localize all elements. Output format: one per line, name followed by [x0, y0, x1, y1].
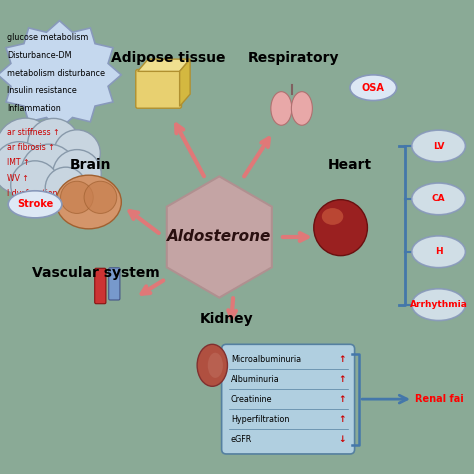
Text: ar fibrosis ↑: ar fibrosis ↑	[7, 143, 55, 152]
Text: metabolism disturbance: metabolism disturbance	[7, 69, 105, 78]
Ellipse shape	[412, 236, 465, 268]
Text: ↑: ↑	[338, 374, 345, 383]
Text: Renal fai: Renal fai	[415, 394, 464, 404]
Text: H: H	[435, 247, 442, 256]
Ellipse shape	[412, 130, 465, 162]
Ellipse shape	[292, 91, 312, 125]
Text: l dysfunction: l dysfunction	[7, 189, 57, 198]
Text: Hyperfiltration: Hyperfiltration	[231, 415, 289, 424]
Ellipse shape	[350, 75, 397, 100]
Circle shape	[54, 130, 100, 176]
Circle shape	[53, 150, 101, 198]
Text: Arrhythmia: Arrhythmia	[410, 300, 467, 309]
Text: ar stiffness ↑: ar stiffness ↑	[7, 128, 60, 137]
Ellipse shape	[322, 208, 343, 225]
Text: Kidney: Kidney	[200, 312, 253, 326]
Text: ↓: ↓	[338, 435, 345, 444]
FancyBboxPatch shape	[136, 70, 182, 108]
Ellipse shape	[56, 175, 121, 229]
Circle shape	[27, 118, 80, 171]
Polygon shape	[0, 21, 121, 129]
FancyBboxPatch shape	[109, 268, 120, 300]
Text: Albuminuria: Albuminuria	[231, 374, 280, 383]
Text: eGFR: eGFR	[231, 435, 252, 444]
Ellipse shape	[8, 191, 62, 218]
Ellipse shape	[84, 181, 117, 213]
Circle shape	[0, 142, 45, 194]
Text: Vascular system: Vascular system	[32, 265, 160, 280]
Text: Microalbuminuria: Microalbuminuria	[231, 355, 301, 364]
Text: ↑: ↑	[338, 395, 345, 404]
Text: IMT ↑: IMT ↑	[7, 158, 29, 167]
Text: Insulin resistance: Insulin resistance	[7, 86, 77, 95]
FancyBboxPatch shape	[95, 268, 106, 304]
Circle shape	[0, 118, 55, 178]
Text: Heart: Heart	[328, 158, 372, 173]
Ellipse shape	[314, 200, 367, 255]
Polygon shape	[137, 59, 190, 72]
Ellipse shape	[412, 183, 465, 215]
Text: Inflammation: Inflammation	[7, 104, 61, 113]
Text: OSA: OSA	[362, 82, 385, 93]
Text: Stroke: Stroke	[17, 200, 53, 210]
Text: Brain: Brain	[70, 158, 112, 173]
Polygon shape	[180, 59, 190, 106]
Text: Adipose tissue: Adipose tissue	[111, 51, 225, 65]
Ellipse shape	[197, 344, 228, 386]
Ellipse shape	[61, 181, 93, 213]
Text: Aldosterone: Aldosterone	[167, 229, 272, 245]
Text: Respiratory: Respiratory	[248, 51, 340, 65]
Text: WV ↑: WV ↑	[7, 173, 29, 182]
Text: Disturbance-DM: Disturbance-DM	[7, 51, 72, 60]
Text: Creatinine: Creatinine	[231, 395, 273, 404]
Text: LV: LV	[433, 142, 444, 151]
Ellipse shape	[412, 289, 465, 320]
Text: ↑: ↑	[338, 355, 345, 364]
Circle shape	[45, 167, 86, 208]
Circle shape	[11, 161, 59, 210]
Circle shape	[21, 144, 77, 200]
Text: glucose metabolism: glucose metabolism	[7, 33, 88, 42]
Ellipse shape	[271, 91, 292, 125]
Polygon shape	[167, 176, 272, 298]
Ellipse shape	[208, 353, 223, 378]
FancyBboxPatch shape	[222, 344, 355, 454]
Text: CA: CA	[432, 194, 446, 203]
Text: ↑: ↑	[338, 415, 345, 424]
